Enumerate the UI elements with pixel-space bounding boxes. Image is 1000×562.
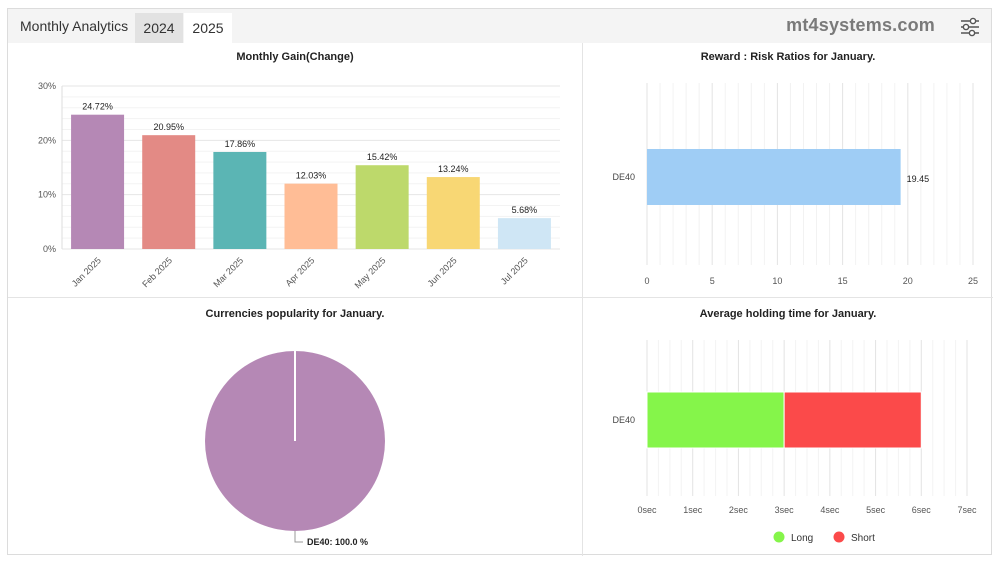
currencies-pie-chart: DE40: 100.0 % xyxy=(205,351,385,547)
reward-risk-title: Reward : Risk Ratios for January. xyxy=(700,51,876,63)
bar-value-label: 5.68% xyxy=(512,205,538,215)
bar-jul-2025 xyxy=(497,218,551,249)
x-tick-label: 0 xyxy=(644,276,649,286)
bar-jan-2025 xyxy=(71,114,125,249)
bar-apr-2025 xyxy=(284,183,338,249)
y-tick-label: 30% xyxy=(38,81,56,91)
y-category-label: DE40 xyxy=(612,172,635,182)
pie-slice-label: DE40: 100.0 % xyxy=(307,537,368,547)
x-tick-label: 0sec xyxy=(637,505,657,515)
bar-value-label: 13.24% xyxy=(438,164,469,174)
holding-time-title: Average holding time for January. xyxy=(699,308,877,320)
y-tick-label: 10% xyxy=(38,190,56,200)
bar-value-label: 20.95% xyxy=(153,122,184,132)
x-tick-label: 10 xyxy=(772,276,782,286)
x-tick-label: 5sec xyxy=(866,505,886,515)
reward-risk-panel: Reward : Risk Ratios for January. 0 5 10 15… xyxy=(583,43,993,297)
x-tick-label: Jun 2025 xyxy=(425,255,458,288)
x-tick-label: May 2025 xyxy=(353,255,388,290)
tab-2024[interactable]: 2024 xyxy=(135,13,183,43)
x-tick-label: 5 xyxy=(710,276,715,286)
x-tick-label: Jul 2025 xyxy=(499,255,530,286)
x-tick-label: 4sec xyxy=(820,505,840,515)
legend-marker-short xyxy=(833,531,845,543)
bar-de40 xyxy=(647,149,901,205)
legend-label: Long xyxy=(791,533,813,544)
page-title: Monthly Analytics xyxy=(20,18,129,34)
monthly-gain-title: Monthly Gain(Change) xyxy=(236,51,354,63)
y-tick-label: 0% xyxy=(43,244,56,254)
currencies-title: Currencies popularity for January. xyxy=(205,308,385,320)
x-tick-label: 20 xyxy=(903,276,913,286)
x-tick-label: 1sec xyxy=(683,505,703,515)
holding-time-panel: Average holding time for January. 0sec 1s… xyxy=(583,298,993,556)
tab-2025[interactable]: 2025 xyxy=(184,13,232,43)
x-tick-label: 25 xyxy=(968,276,978,286)
x-tick-label: Mar 2025 xyxy=(211,255,245,289)
currencies-panel: Currencies popularity for January. DE40:… xyxy=(8,298,582,556)
bar-value-label: 24.72% xyxy=(82,102,113,112)
x-tick-label: 7sec xyxy=(957,505,977,515)
x-tick-label: 15 xyxy=(838,276,848,286)
x-tick-label: Feb 2025 xyxy=(140,255,174,289)
bar-value-label: 17.86% xyxy=(225,139,256,149)
bar-short xyxy=(783,391,922,449)
bar-feb-2025 xyxy=(142,135,196,249)
brand-logo: mt4systems.com xyxy=(786,15,935,35)
bar-may-2025 xyxy=(355,165,409,249)
x-tick-label: 2sec xyxy=(729,505,749,515)
header-bar: Monthly Analytics 2024 2025 mt4systems.c… xyxy=(8,9,991,43)
panel-divider-horizontal xyxy=(8,297,993,298)
analytics-widget: Monthly Analytics 2024 2025 mt4systems.c… xyxy=(7,8,993,556)
x-tick-label: Apr 2025 xyxy=(284,255,317,288)
monthly-gain-chart: 0% 10% 20% 30% 24.72% Jan 2025 20.95% Feb 2025 1… xyxy=(38,81,560,290)
monthly-gain-panel: Monthly Gain(Change) 0% 10% 20% 30% 24.72% Ja… xyxy=(8,43,582,297)
bar-long xyxy=(646,391,785,449)
reward-risk-chart: 0 5 10 15 20 25 DE40 19.45 xyxy=(612,83,978,286)
legend-marker-long xyxy=(773,531,785,543)
settings-sliders-icon[interactable] xyxy=(959,16,981,38)
bar-value-label: 15.42% xyxy=(367,152,398,162)
bar-value-label: 12.03% xyxy=(296,171,327,181)
bar-mar-2025 xyxy=(213,151,267,249)
x-tick-label: 3sec xyxy=(775,505,795,515)
legend-label: Short xyxy=(851,533,875,544)
y-tick-label: 20% xyxy=(38,135,56,145)
pie-leader-line xyxy=(294,531,303,543)
panel-divider-vertical xyxy=(582,43,583,556)
bar-value-label: 19.45 xyxy=(907,174,930,184)
bar-jun-2025 xyxy=(426,177,480,249)
y-category-label: DE40 xyxy=(612,415,635,425)
x-tick-label: Jan 2025 xyxy=(70,255,103,288)
holding-time-chart: 0sec 1sec 2sec 3sec 4sec 5sec 6sec 7sec DE40 Long… xyxy=(612,340,977,544)
x-tick-label: 6sec xyxy=(912,505,932,515)
